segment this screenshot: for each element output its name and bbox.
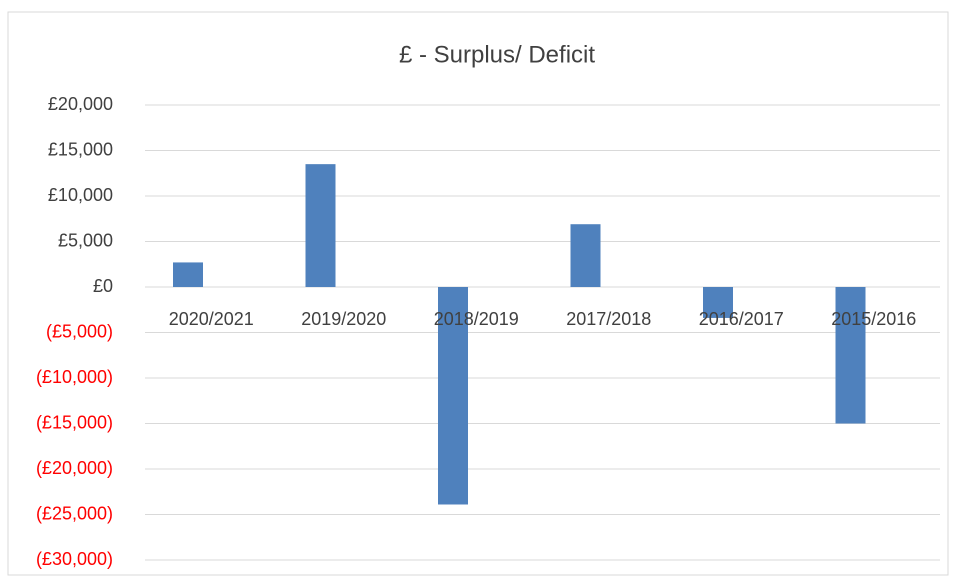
x-tick-label: 2015/2016 xyxy=(831,309,916,329)
chart-title: £ - Surplus/ Deficit xyxy=(399,41,595,68)
bar xyxy=(570,224,601,287)
x-tick-label: 2018/2019 xyxy=(434,309,519,329)
y-tick-label: (£20,000) xyxy=(36,458,113,478)
y-tick-label: £15,000 xyxy=(48,139,113,159)
y-tick-label: (£10,000) xyxy=(36,367,113,387)
x-tick-label: 2017/2018 xyxy=(566,309,651,329)
y-tick-label: (£5,000) xyxy=(46,321,113,341)
bar xyxy=(173,262,203,287)
bar xyxy=(835,287,866,424)
y-tick-label: (£30,000) xyxy=(36,549,113,569)
x-tick-label: 2019/2020 xyxy=(301,309,386,329)
y-tick-label: (£25,000) xyxy=(36,503,113,523)
bar xyxy=(703,287,733,318)
y-tick-label: £0 xyxy=(93,276,113,296)
y-tick-label: £20,000 xyxy=(48,94,113,114)
x-tick-label: 2016/2017 xyxy=(699,309,784,329)
bar xyxy=(305,164,336,287)
x-tick-label: 2020/2021 xyxy=(169,309,254,329)
bar xyxy=(438,287,468,505)
y-tick-label: £5,000 xyxy=(58,230,113,250)
y-tick-label: £10,000 xyxy=(48,185,113,205)
chart-border xyxy=(7,11,949,576)
y-tick-label: (£15,000) xyxy=(36,412,113,432)
